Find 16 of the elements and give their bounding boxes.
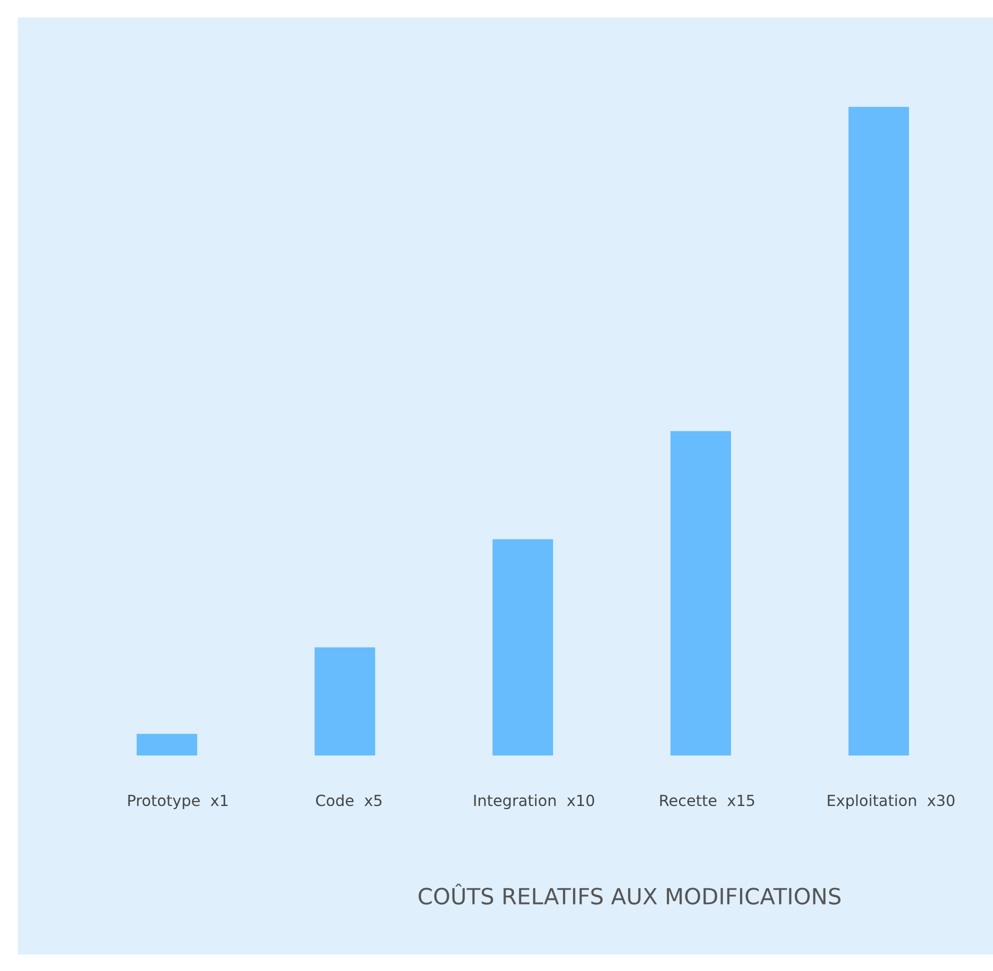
- x-tick-label: Recette: [660, 794, 716, 806]
- data-label: x30: [927, 794, 954, 806]
- data-label: x10: [567, 794, 594, 806]
- data-label: x15: [727, 794, 754, 806]
- bar: [314, 647, 376, 756]
- x-tick-label: Integration: [474, 794, 556, 810]
- x-tick-label: Prototype: [128, 794, 200, 810]
- x-tick-label: Exploitation: [828, 794, 916, 810]
- bar: [136, 734, 198, 756]
- bar: [670, 431, 732, 756]
- x-tick-label: Code: [316, 794, 354, 806]
- bar: [492, 539, 554, 756]
- bar: [848, 106, 909, 756]
- data-label: x5: [364, 794, 382, 806]
- x-axis-title: COÛTS RELATIFS AUX MODIFICATIONS: [418, 884, 840, 905]
- data-label: x1: [210, 794, 228, 806]
